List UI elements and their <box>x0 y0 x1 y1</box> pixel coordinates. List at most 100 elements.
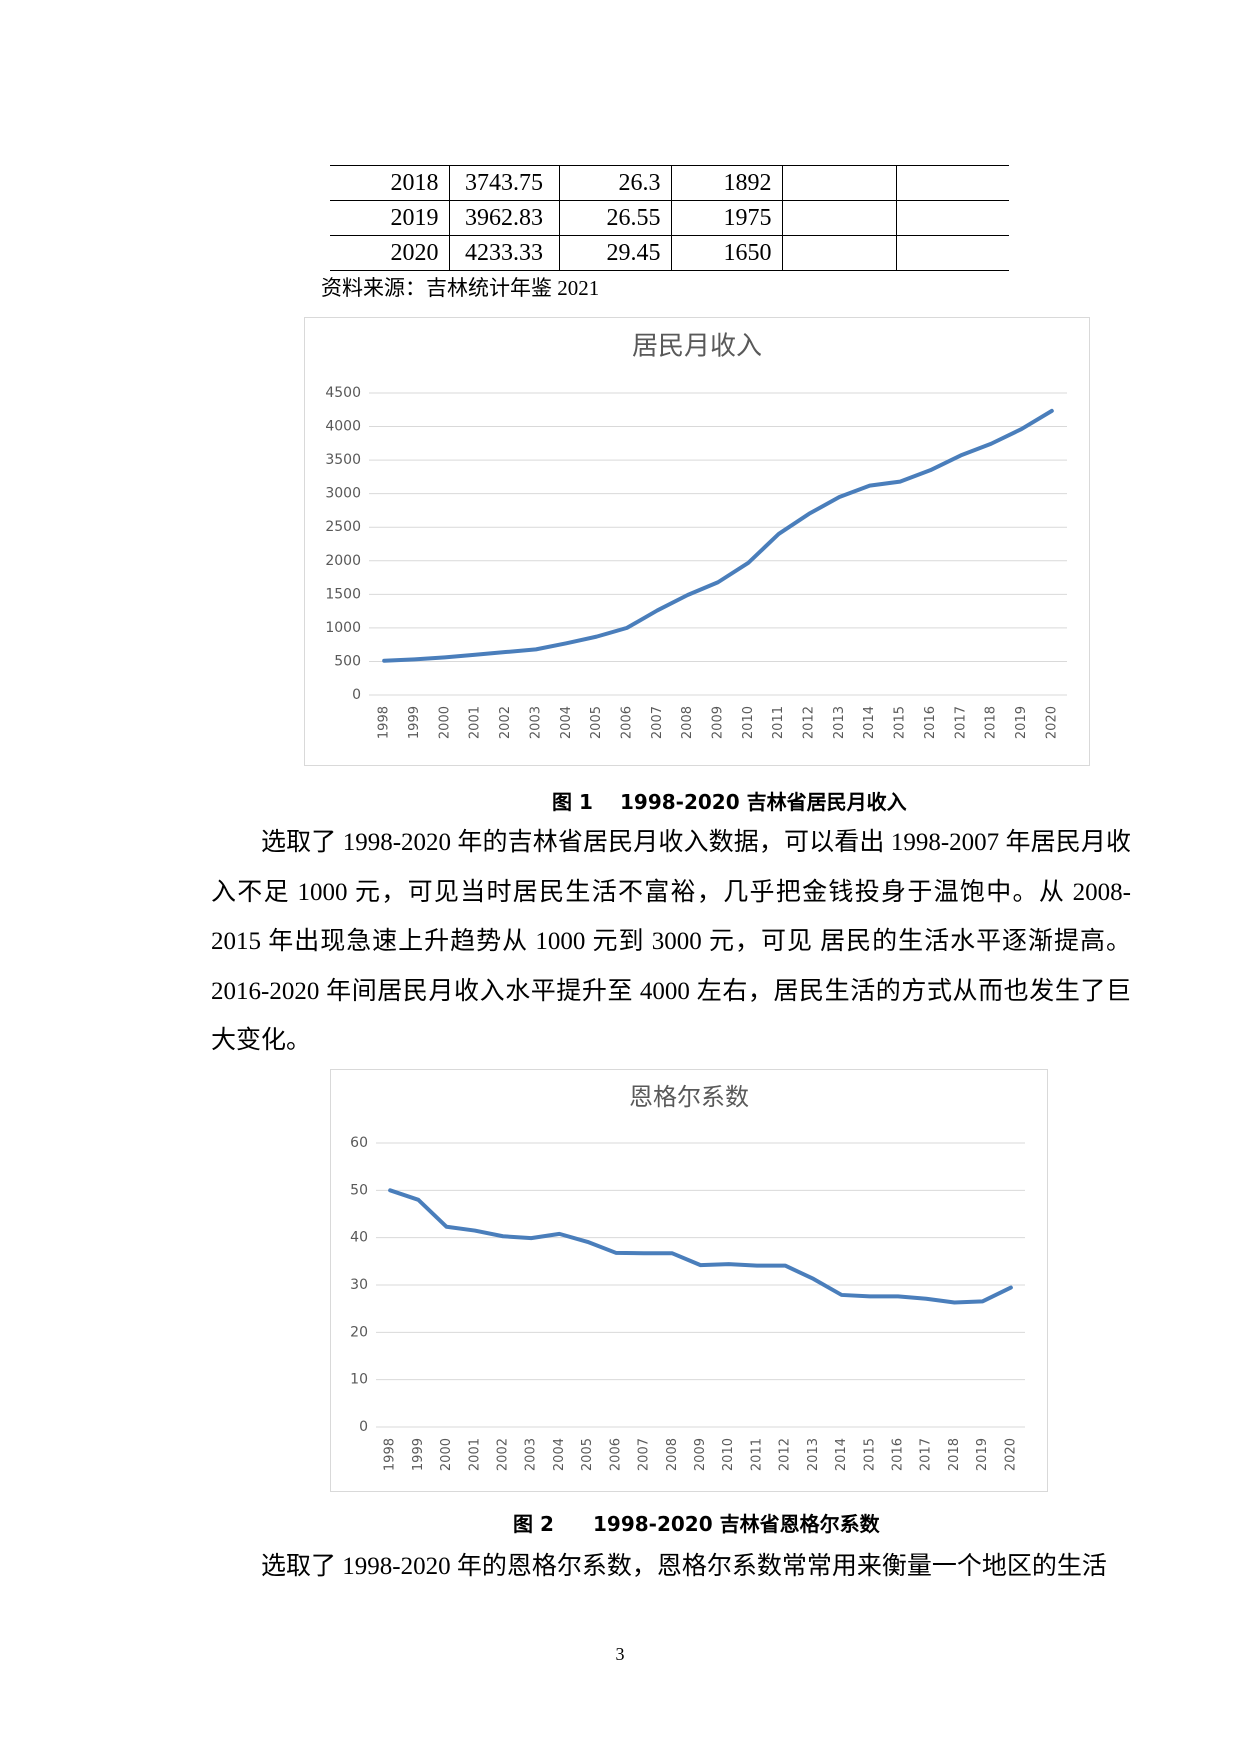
x-tick-label: 2009 <box>711 706 726 739</box>
engel-chart: 恩格尔系数 0 10 20 30 40 50 60 1998 1999 2000 2001 2002 20… <box>330 1069 1048 1492</box>
y-tick-label: 2500 <box>325 519 361 535</box>
x-tick-label: 2011 <box>749 1438 764 1471</box>
data-line <box>382 408 1054 663</box>
x-tick-label: 2013 <box>832 706 847 739</box>
table-row: 2020 4233.33 29.45 1650 <box>330 235 1009 271</box>
x-tick-label: 2009 <box>693 1438 708 1471</box>
x-tick-label: 2015 <box>862 1438 877 1471</box>
caption-text: 1998-2020 吉林省居民月收入 <box>620 790 907 814</box>
x-tick-label: 2005 <box>580 1438 595 1471</box>
income-chart: 居民月收入 0 500 1000 1500 2000 2500 3000 3500 4000 450… <box>304 317 1090 766</box>
y-tick-label: 4000 <box>325 419 361 435</box>
data-line <box>388 1188 1013 1305</box>
x-tick-label: 2017 <box>953 706 968 739</box>
x-tick-label: 2004 <box>559 706 574 739</box>
y-tick-label: 4500 <box>325 385 361 401</box>
x-tick-label: 2006 <box>619 706 634 739</box>
x-tick-label: 1999 <box>411 1438 426 1471</box>
table-cell: 1975 <box>670 200 783 236</box>
x-tick-label: 2012 <box>778 1438 793 1471</box>
y-tick-label: 50 <box>350 1182 368 1198</box>
y-tick-label: 0 <box>352 687 361 703</box>
x-tick-label: 2004 <box>552 1438 567 1471</box>
chart-title: 居民月收入 <box>632 332 762 362</box>
x-tick-label: 2014 <box>862 706 877 739</box>
x-tick-label: 1998 <box>377 706 392 739</box>
table-body: 2018 3743.75 26.3 1892 2019 3962.83 26.55 1975 2… <box>330 165 1009 271</box>
y-tick-label: 0 <box>359 1419 368 1435</box>
x-tick-label: 1998 <box>383 1438 398 1471</box>
x-tick-label: 2008 <box>680 706 695 739</box>
x-tick-label: 1999 <box>407 706 422 739</box>
y-tick-label: 2000 <box>325 553 361 569</box>
x-tick-label: 2001 <box>467 1438 482 1471</box>
y-tick-label: 3500 <box>325 452 361 468</box>
y-tick-label: 3000 <box>325 486 361 502</box>
x-tick-label: 2014 <box>834 1438 849 1471</box>
data-table: 2018 3743.75 26.3 1892 2019 3962.83 26.55 1975 2… <box>330 165 1009 271</box>
x-tick-label: 2020 <box>1044 706 1059 739</box>
table-row: 2019 3962.83 26.55 1975 <box>330 200 1009 236</box>
paragraph: 选取了 1998-2020 年的恩格尔系数，恩格尔系数常常用来衡量一个地区的生活 <box>261 1553 1107 1580</box>
x-tick-label: 2008 <box>665 1438 680 1471</box>
table-cell: 1650 <box>670 235 783 271</box>
caption-text: 1998-2020 吉林省恩格尔系数 <box>593 1512 880 1536</box>
y-tick-label: 10 <box>350 1372 368 1388</box>
y-tick-label: 1000 <box>325 620 361 636</box>
x-tick-label: 2015 <box>893 706 908 739</box>
y-tick-label: 60 <box>350 1135 368 1151</box>
x-tick-label: 2003 <box>528 706 543 739</box>
x-tick-label: 2010 <box>721 1438 736 1471</box>
source-note: 资料来源：吉林统计年鉴 2021 <box>321 276 600 300</box>
empty-cell <box>895 235 1009 271</box>
table-cell: 2018 <box>330 165 450 201</box>
x-tick-label: 2017 <box>919 1438 934 1471</box>
table-cell: 3743.75 <box>448 165 560 201</box>
x-tick-label: 2005 <box>589 706 604 739</box>
x-tick-label: 2001 <box>468 706 483 739</box>
x-tick-label: 2020 <box>1003 1438 1018 1471</box>
x-tick-label: 2000 <box>439 1438 454 1471</box>
x-tick-label: 2012 <box>802 706 817 739</box>
caption-label: 图 2 <box>513 1512 554 1536</box>
x-tick-label: 2019 <box>1014 706 1029 739</box>
x-tick-label: 2007 <box>637 1438 652 1471</box>
x-tick-label: 2006 <box>608 1438 623 1471</box>
empty-cell <box>895 165 1009 201</box>
y-tick-label: 20 <box>350 1324 368 1340</box>
table-cell: 3962.83 <box>448 200 560 236</box>
y-tick-label: 500 <box>334 653 361 669</box>
x-tick-label: 2007 <box>650 706 665 739</box>
x-tick-label: 2019 <box>975 1438 990 1471</box>
table-cell: 2019 <box>330 200 450 236</box>
x-tick-label: 2018 <box>984 706 999 739</box>
y-tick-label: 1500 <box>325 586 361 602</box>
empty-cell <box>895 200 1009 236</box>
x-tick-label: 2002 <box>498 706 513 739</box>
empty-cell <box>781 200 897 236</box>
table-row: 2018 3743.75 26.3 1892 <box>330 165 1009 201</box>
x-tick-label: 2011 <box>771 706 786 739</box>
x-tick-label: 2010 <box>741 706 756 739</box>
table-cell: 1892 <box>670 165 783 201</box>
empty-cell <box>781 165 897 201</box>
chart-title: 恩格尔系数 <box>629 1083 749 1111</box>
empty-cell <box>781 235 897 271</box>
x-tick-label: 2016 <box>923 706 938 739</box>
x-tick-label: 2002 <box>495 1438 510 1471</box>
paragraph: 选取了 1998-2020 年的吉林省居民月收入数据，可以看出 1998-200… <box>211 829 1131 1054</box>
x-tick-label: 2003 <box>524 1438 539 1471</box>
table-cell: 4233.33 <box>448 235 560 271</box>
page-number: 3 <box>615 1644 625 1664</box>
table-cell: 26.55 <box>558 200 672 236</box>
x-tick-label: 2013 <box>806 1438 821 1471</box>
caption-label: 图 1 <box>552 790 593 814</box>
table-cell: 29.45 <box>558 235 672 271</box>
x-tick-label: 2000 <box>437 706 452 739</box>
x-tick-label: 2018 <box>947 1438 962 1471</box>
table-cell: 2020 <box>330 235 450 271</box>
y-tick-label: 40 <box>350 1230 368 1246</box>
x-tick-label: 2016 <box>891 1438 906 1471</box>
y-tick-label: 30 <box>350 1277 368 1293</box>
